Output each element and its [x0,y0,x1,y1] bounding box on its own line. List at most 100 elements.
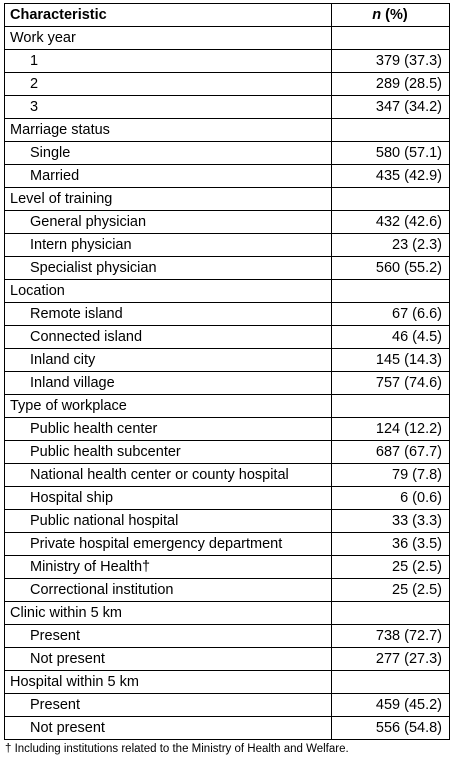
row-label: Married [4,164,332,188]
table-row: Public health center 124 (12.2) [4,417,450,441]
row-label: Public national hospital [4,509,332,533]
row-label: Not present [4,716,332,740]
row-value: 46 (4.5) [331,325,450,349]
row-value: 33 (3.3) [331,509,450,533]
table-row: Public national hospital 33 (3.3) [4,509,450,533]
row-label: Remote island [4,302,332,326]
group-value-empty [331,394,450,418]
group-label: Level of training [4,187,332,211]
header-characteristic: Characteristic [4,3,332,27]
row-value: 435 (42.9) [331,164,450,188]
row-label: 1 [4,49,332,73]
row-label: Inland village [4,371,332,395]
row-label: Intern physician [4,233,332,257]
row-label: Inland city [4,348,332,372]
row-label: National health center or county hospita… [4,463,332,487]
row-value: 25 (2.5) [331,555,450,579]
table-row: Married 435 (42.9) [4,164,450,188]
row-value: 79 (7.8) [331,463,450,487]
table-row: Not present 277 (27.3) [4,647,450,671]
table-row: Not present 556 (54.8) [4,716,450,740]
table-body: Work year 1 379 (37.3) 2 289 (28.5) 3 347 (34.… [4,26,450,740]
table-row: Connected island 46 (4.5) [4,325,450,349]
row-label: Ministry of Health† [4,555,332,579]
characteristics-table: Characteristic n (%) Work year 1 379 (37.3… [4,3,450,740]
table-row: Present 459 (45.2) [4,693,450,717]
table-row: Private hospital emergency department 36 … [4,532,450,556]
table-row: Remote island 67 (6.6) [4,302,450,326]
row-value: 23 (2.3) [331,233,450,257]
row-label: Private hospital emergency department [4,532,332,556]
row-value: 145 (14.3) [331,348,450,372]
group-label: Hospital within 5 km [4,670,332,694]
header-percent: (%) [381,7,408,23]
row-value: 289 (28.5) [331,72,450,96]
table-row: Ministry of Health† 25 (2.5) [4,555,450,579]
table-row: Hospital ship 6 (0.6) [4,486,450,510]
row-value: 277 (27.3) [331,647,450,671]
group-row: Location [4,279,450,303]
row-label: Hospital ship [4,486,332,510]
table-row: 3 347 (34.2) [4,95,450,119]
group-label: Type of workplace [4,394,332,418]
group-value-empty [331,601,450,625]
table-row: Intern physician 23 (2.3) [4,233,450,257]
group-row: Type of workplace [4,394,450,418]
row-value: 36 (3.5) [331,532,450,556]
row-value: 459 (45.2) [331,693,450,717]
row-value: 347 (34.2) [331,95,450,119]
row-value: 687 (67.7) [331,440,450,464]
row-label: Specialist physician [4,256,332,280]
table-row: Single 580 (57.1) [4,141,450,165]
row-label: Present [4,624,332,648]
row-label: Connected island [4,325,332,349]
row-label: Present [4,693,332,717]
header-n-percent: n (%) [331,3,450,27]
row-value: 67 (6.6) [331,302,450,326]
row-label: Public health subcenter [4,440,332,464]
footnote: † Including institutions related to the … [5,743,349,755]
row-value: 560 (55.2) [331,256,450,280]
group-row: Level of training [4,187,450,211]
row-value: 738 (72.7) [331,624,450,648]
table-container: Characteristic n (%) Work year 1 379 (37.3… [4,3,450,755]
row-value: 124 (12.2) [331,417,450,441]
header-row: Characteristic n (%) [4,3,450,27]
group-row: Clinic within 5 km [4,601,450,625]
group-label: Work year [4,26,332,50]
table-row: 2 289 (28.5) [4,72,450,96]
row-value: 432 (42.6) [331,210,450,234]
header-n: n [372,7,382,23]
row-label: 3 [4,95,332,119]
row-value: 757 (74.6) [331,371,450,395]
group-label: Marriage status [4,118,332,142]
table-row: 1 379 (37.3) [4,49,450,73]
row-value: 556 (54.8) [331,716,450,740]
group-value-empty [331,118,450,142]
table-row: Present 738 (72.7) [4,624,450,648]
group-row: Hospital within 5 km [4,670,450,694]
row-label: General physician [4,210,332,234]
row-value: 6 (0.6) [331,486,450,510]
group-value-empty [331,279,450,303]
group-value-empty [331,670,450,694]
row-label: Not present [4,647,332,671]
table-row: Public health subcenter 687 (67.7) [4,440,450,464]
row-label: Public health center [4,417,332,441]
group-label: Clinic within 5 km [4,601,332,625]
table-row: Inland city 145 (14.3) [4,348,450,372]
table-row: National health center or county hospita… [4,463,450,487]
row-label: Correctional institution [4,578,332,602]
group-row: Work year [4,26,450,50]
group-row: Marriage status [4,118,450,142]
row-label: Single [4,141,332,165]
row-value: 580 (57.1) [331,141,450,165]
group-value-empty [331,187,450,211]
group-value-empty [331,26,450,50]
table-row: Correctional institution 25 (2.5) [4,578,450,602]
table-row: Inland village 757 (74.6) [4,371,450,395]
group-label: Location [4,279,332,303]
row-value: 379 (37.3) [331,49,450,73]
row-label: 2 [4,72,332,96]
table-row: General physician 432 (42.6) [4,210,450,234]
